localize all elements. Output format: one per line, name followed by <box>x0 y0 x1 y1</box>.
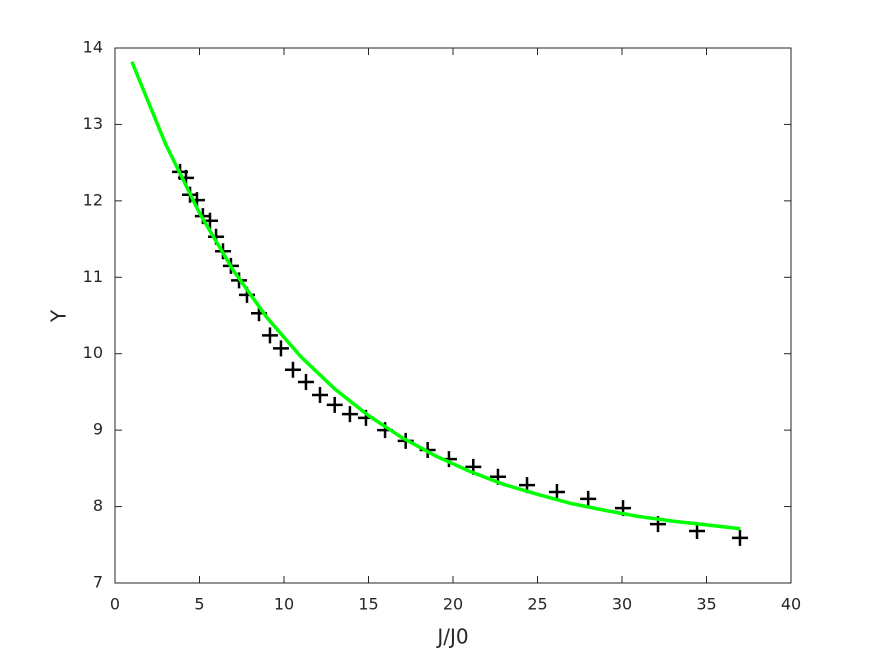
y-tick-label: 11 <box>83 267 103 286</box>
y-tick-label: 10 <box>83 343 103 362</box>
marker <box>341 406 358 423</box>
x-tick-label: 25 <box>527 595 547 614</box>
marker <box>731 529 748 546</box>
y-tick-label: 9 <box>93 420 103 439</box>
y-tick-label: 8 <box>93 496 103 515</box>
y-tick-label: 7 <box>93 573 103 592</box>
marker <box>311 386 328 403</box>
y-tick-label: 14 <box>83 38 103 57</box>
x-tick-label: 0 <box>110 595 120 614</box>
x-tick-label: 20 <box>443 595 463 614</box>
marker <box>284 361 301 378</box>
marker <box>548 484 565 501</box>
marker <box>297 373 314 390</box>
x-tick-label: 10 <box>274 595 294 614</box>
y-tick-label: 12 <box>83 190 103 209</box>
x-tick-label: 35 <box>696 595 716 614</box>
x-tick-label: 40 <box>781 595 801 614</box>
x-tick-label: 15 <box>358 595 378 614</box>
x-tick-label: 30 <box>612 595 632 614</box>
marker <box>326 396 343 413</box>
fit-line <box>130 61 741 531</box>
marker <box>580 490 597 507</box>
plot-area <box>114 47 792 584</box>
y-axis-label: Y <box>47 309 71 323</box>
y-tick-label: 13 <box>83 114 103 133</box>
x-axis-label: J/J0 <box>435 625 468 649</box>
marker <box>272 340 289 357</box>
marker <box>261 327 278 344</box>
marker <box>689 523 706 540</box>
x-tick-label: 5 <box>194 595 204 614</box>
